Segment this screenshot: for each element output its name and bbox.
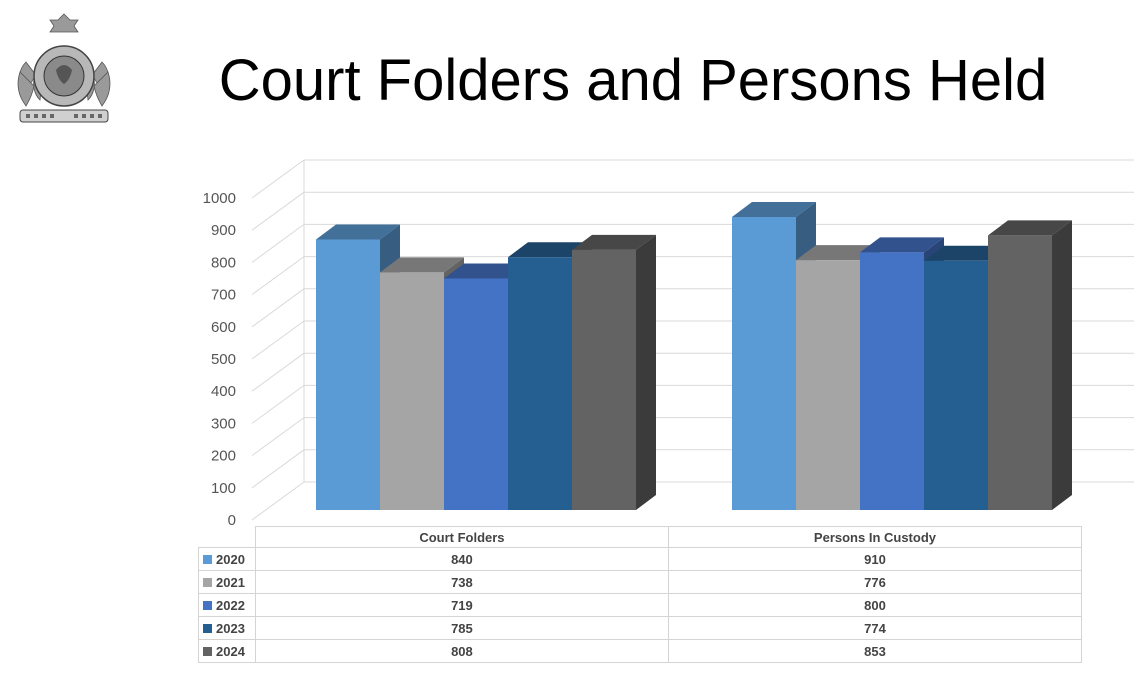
y-tick-label: 300	[211, 415, 236, 432]
data-label: 800	[667, 593, 1083, 617]
table-row: 2021 738 776	[198, 570, 1083, 594]
bar-side	[636, 234, 656, 510]
bar	[732, 216, 796, 511]
grid-diagonal	[251, 417, 305, 457]
bar	[572, 249, 636, 510]
legend-entry: 2024	[198, 639, 256, 663]
y-tick-label: 0	[228, 512, 236, 529]
bar	[316, 239, 380, 510]
bar-top	[732, 201, 816, 217]
grid-diagonal	[251, 449, 305, 489]
bar-top	[316, 224, 400, 240]
bar-top	[572, 234, 656, 250]
data-label: 719	[254, 593, 669, 617]
legend-swatch	[203, 555, 212, 565]
grid-diagonal	[251, 288, 305, 328]
bar	[860, 252, 924, 510]
data-label: 774	[667, 616, 1083, 640]
grid-diagonal	[251, 481, 305, 521]
y-tick-label: 800	[211, 254, 236, 271]
legend-label: 2023	[216, 621, 245, 637]
page-title: Court Folders and Persons Held	[218, 48, 1048, 113]
y-tick-label: 1000	[203, 190, 236, 207]
grid-diagonal	[251, 384, 305, 424]
data-label: 808	[254, 639, 669, 663]
legend-swatch	[203, 601, 212, 611]
bar-top	[380, 257, 464, 273]
grid-diagonal	[251, 223, 305, 263]
table-row: 2024 808 853	[198, 639, 1083, 663]
bar-top	[988, 220, 1072, 236]
table-row: 2023 785 774	[198, 616, 1083, 640]
bar	[380, 272, 444, 510]
legend-label: 2022	[216, 598, 245, 614]
chart-data-table: Court Folders Persons In Custody 2020 840…	[198, 526, 1083, 663]
data-label: 738	[254, 570, 669, 594]
rcmp-crest-logo	[17, 13, 111, 123]
legend-swatch	[203, 647, 212, 657]
grid-diagonal	[251, 159, 305, 199]
data-label: 910	[667, 547, 1083, 571]
grid-diagonal	[251, 256, 305, 296]
legend-label: 2024	[216, 644, 245, 660]
legend-entry: 2022	[198, 593, 256, 617]
legend-swatch	[203, 624, 212, 634]
bar-top	[860, 237, 944, 253]
grid-diagonal	[251, 191, 305, 231]
y-tick-label: 500	[211, 351, 236, 368]
legend-entry: 2020	[198, 547, 256, 571]
table-corner	[198, 526, 256, 548]
legend-label: 2020	[216, 552, 245, 568]
legend-label: 2021	[216, 575, 245, 591]
y-tick-label: 600	[211, 319, 236, 336]
category-header: Court Folders	[254, 526, 669, 548]
legend-swatch	[203, 578, 212, 588]
grid-diagonal	[251, 320, 305, 360]
y-tick-label: 400	[211, 383, 236, 400]
y-tick-label: 200	[211, 448, 236, 465]
y-tick-label: 100	[211, 480, 236, 497]
bar-top	[924, 245, 1008, 261]
bar-side	[1052, 220, 1072, 511]
data-label: 785	[254, 616, 669, 640]
bar	[924, 260, 988, 510]
data-label: 853	[667, 639, 1083, 663]
bar-top	[444, 263, 528, 279]
legend-entry: 2021	[198, 570, 256, 594]
bar-top	[796, 245, 880, 261]
bar	[796, 260, 860, 510]
bar	[988, 235, 1052, 511]
legend-entry: 2023	[198, 616, 256, 640]
table-row: 2022 719 800	[198, 593, 1083, 617]
bar-top	[508, 242, 592, 258]
category-header: Persons In Custody	[667, 526, 1083, 548]
data-label: 776	[667, 570, 1083, 594]
y-tick-label: 900	[211, 222, 236, 239]
table-row: 2020 840 910	[198, 547, 1083, 571]
bar	[508, 257, 572, 510]
y-tick-label: 700	[211, 287, 236, 304]
data-label: 840	[254, 547, 669, 571]
grid-diagonal	[251, 352, 305, 392]
bar	[444, 278, 508, 510]
